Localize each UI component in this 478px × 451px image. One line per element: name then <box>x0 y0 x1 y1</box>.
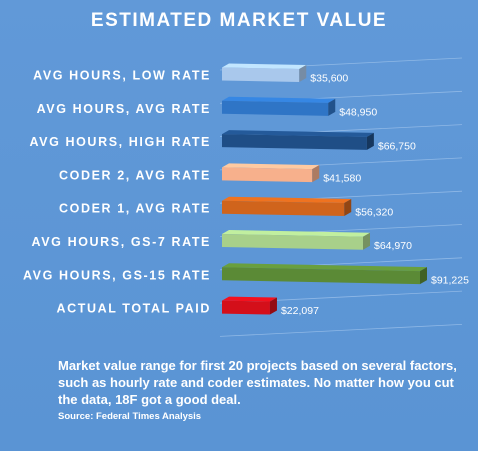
bar-4 <box>222 163 320 183</box>
value-label: $91,225 <box>431 275 469 287</box>
bar-chart: AVG HOURS, LOW RATE $35,600 AVG HOURS, AVG… <box>23 57 469 337</box>
category-label: AVG HOURS, HIGH RATE <box>29 135 211 149</box>
chart-title: ESTIMATED MARKET VALUE <box>90 10 388 31</box>
category-label: AVG HOURS, GS-7 RATE <box>32 235 211 249</box>
chart-caption: Market value range for first 20 projects… <box>58 358 457 407</box>
gridlines <box>219 57 463 337</box>
value-label: $48,950 <box>339 106 377 118</box>
value-label: $41,580 <box>323 173 361 185</box>
value-label: $35,600 <box>310 72 348 84</box>
category-label: CODER 1, AVG RATE <box>59 202 211 216</box>
bar-3 <box>222 130 374 150</box>
value-label: $66,750 <box>378 140 416 152</box>
labels: AVG HOURS, LOW RATE $35,600 AVG HOURS, AVG… <box>23 69 469 318</box>
value-label: $56,320 <box>355 207 393 219</box>
bar-6 <box>222 230 371 250</box>
category-label: ACTUAL TOTAL PAID <box>56 302 211 316</box>
bar-7 <box>222 263 427 285</box>
bar-5 <box>222 196 352 217</box>
value-label: $64,970 <box>374 240 412 252</box>
chart-source: Source: Federal Times Analysis <box>58 411 202 422</box>
value-label: $22,097 <box>281 305 319 317</box>
bar-1 <box>222 63 307 82</box>
category-label: CODER 2, AVG RATE <box>59 168 211 182</box>
bar-8 <box>222 296 277 315</box>
category-label: AVG HOURS, AVG RATE <box>37 102 211 116</box>
gridline <box>219 324 463 337</box>
category-label: AVG HOURS, GS-15 RATE <box>23 268 211 282</box>
category-label: AVG HOURS, LOW RATE <box>33 69 211 83</box>
bars <box>222 63 427 315</box>
bar-2 <box>222 96 336 116</box>
